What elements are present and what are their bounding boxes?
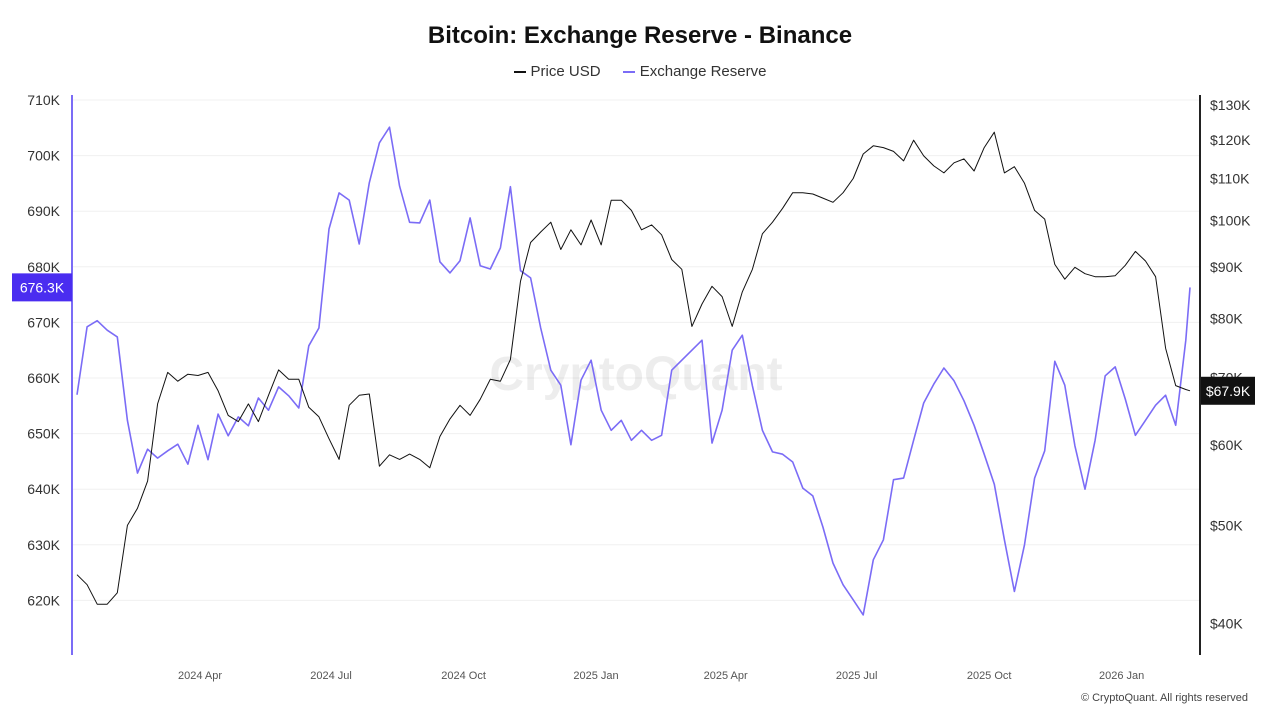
exchange-reserve-line bbox=[76, 126, 1191, 616]
left-tick-label: 660K bbox=[27, 370, 60, 386]
left-tick-label: 700K bbox=[27, 148, 60, 164]
legend-item-reserve[interactable]: Exchange Reserve bbox=[622, 63, 767, 80]
left-tick-label: 640K bbox=[27, 481, 60, 497]
chart-title: Bitcoin: Exchange Reserve - Binance bbox=[427, 22, 853, 49]
right-tick-label: $50K bbox=[1210, 517, 1243, 533]
left-tick-label: 690K bbox=[27, 203, 60, 219]
right-tick-label: $40K bbox=[1210, 616, 1243, 632]
current-reserve-label: 676.3K bbox=[20, 279, 65, 295]
left-tick-label: 680K bbox=[27, 259, 60, 275]
x-tick-label: 2024 Oct bbox=[441, 670, 486, 682]
x-tick-label: 2024 Jul bbox=[310, 670, 352, 682]
left-tick-label: 670K bbox=[27, 314, 60, 330]
left-tick-label: 620K bbox=[27, 592, 60, 608]
x-tick-label: 2025 Apr bbox=[704, 670, 748, 682]
x-tick-label: 2025 Jan bbox=[573, 670, 618, 682]
right-tick-label: $60K bbox=[1210, 437, 1243, 453]
right-tick-label: $80K bbox=[1210, 311, 1243, 327]
right-tick-label: $120K bbox=[1210, 132, 1251, 148]
right-tick-label: $90K bbox=[1210, 259, 1243, 275]
legend: Price USD Exchange Reserve bbox=[0, 63, 1280, 80]
right-tick-label: $130K bbox=[1210, 97, 1251, 113]
copyright-footer: © CryptoQuant. All rights reserved bbox=[1080, 692, 1248, 704]
x-tick-label: 2026 Jan bbox=[1099, 670, 1144, 682]
left-tick-label: 650K bbox=[27, 426, 60, 442]
right-tick-label: $110K bbox=[1210, 171, 1250, 187]
current-price-label: $67.9K bbox=[1206, 383, 1251, 399]
price-usd-line bbox=[76, 131, 1191, 605]
left-tick-label: 710K bbox=[27, 92, 60, 108]
legend-swatch-reserve bbox=[622, 71, 635, 74]
watermark: CryptoQuant bbox=[489, 348, 782, 401]
x-tick-label: 2025 Oct bbox=[967, 670, 1012, 682]
x-tick-label: 2025 Jul bbox=[836, 670, 878, 682]
legend-label-price: Price USD bbox=[530, 63, 601, 80]
current-reserve-badge bbox=[12, 273, 72, 302]
x-tick-label: 2024 Apr bbox=[178, 670, 222, 682]
legend-swatch-price bbox=[513, 71, 526, 74]
legend-label-reserve: Exchange Reserve bbox=[639, 63, 767, 80]
left-tick-label: 630K bbox=[27, 537, 60, 553]
current-price-badge bbox=[1201, 376, 1255, 405]
legend-item-price[interactable]: Price USD bbox=[513, 63, 601, 80]
right-tick-label: $100K bbox=[1210, 212, 1251, 228]
